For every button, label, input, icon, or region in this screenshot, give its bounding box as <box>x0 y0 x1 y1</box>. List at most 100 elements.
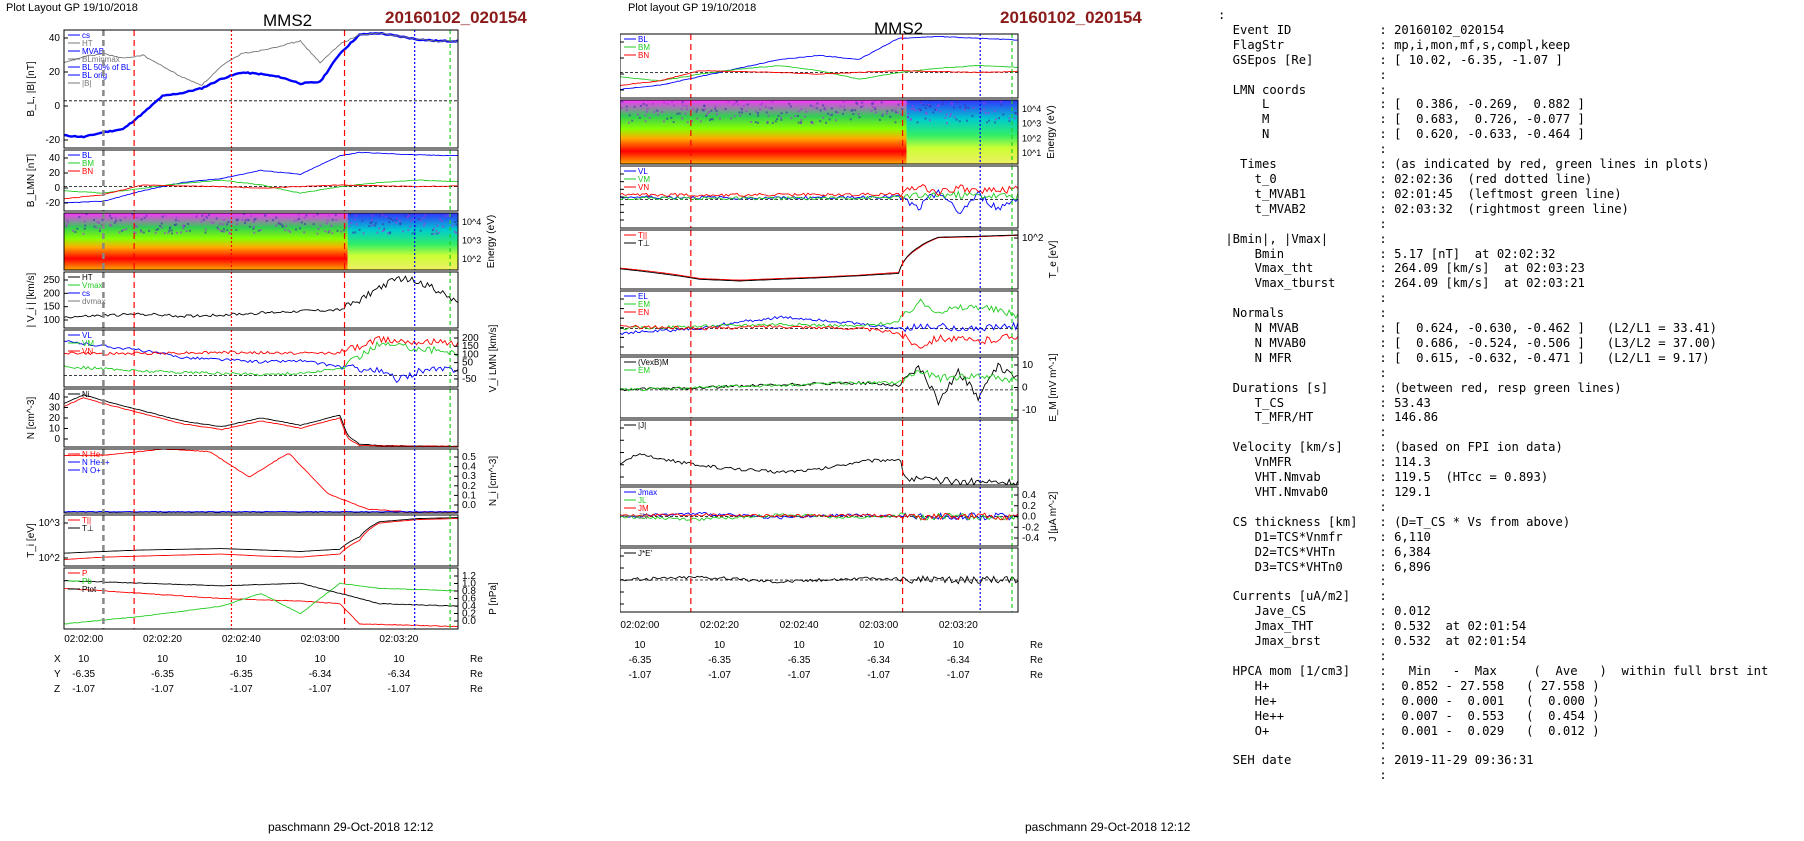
spectrogram-pixel <box>733 102 736 105</box>
spectrogram-pixel <box>825 121 828 124</box>
spectrogram-left-region <box>620 100 907 164</box>
tick-label: 1.0 <box>462 579 476 590</box>
series-line-VM <box>64 340 458 377</box>
spectrogram-right-region <box>347 213 458 270</box>
spectrogram-pixel <box>835 110 838 113</box>
spectrogram-pixel <box>133 231 136 234</box>
spectrogram-pixel <box>374 222 377 225</box>
spectrogram-pixel <box>174 219 177 222</box>
spectrogram-pixel <box>746 103 749 106</box>
spectrogram-pixel <box>724 107 727 110</box>
spectrogram-pixel <box>390 217 393 220</box>
spectrogram-pixel <box>906 116 909 119</box>
info-line: Vmax_tht : 264.09 [km/s] at 02:03:23 <box>1254 261 1585 276</box>
spectrogram-pixel <box>620 106 623 109</box>
spectrogram-pixel <box>252 227 255 230</box>
spectrogram-pixel <box>924 107 927 110</box>
spectrogram-pixel <box>800 108 803 111</box>
spectrogram-pixel <box>215 217 218 220</box>
spectrogram-pixel <box>830 113 833 116</box>
panel-frame <box>620 356 1019 419</box>
tick-label: 0.6 <box>462 594 476 605</box>
spectrogram-pixel <box>823 107 826 110</box>
axis-label: N [cm^-3] <box>26 397 37 440</box>
spectrogram-pixel <box>963 108 966 111</box>
spectrogram-pixel <box>984 112 987 115</box>
info-line: Currents [uA/m2] : <box>1232 589 1387 604</box>
info-line: N MFR : [ 0.615, -0.632, -0.471 ] (L2/L1… <box>1254 350 1710 365</box>
time-tick-label: 02:03:20 <box>939 620 978 631</box>
spectrogram-pixel <box>76 227 79 230</box>
spectrogram-pixel <box>959 106 962 109</box>
spectrogram-pixel <box>163 232 166 235</box>
spectrogram-pixel <box>432 227 435 230</box>
info-line: : <box>1379 291 1387 306</box>
spectrogram-pixel <box>800 121 803 124</box>
spectrogram-pixel <box>353 218 356 221</box>
spectrogram-pixel <box>170 232 173 235</box>
spectrogram-pixel <box>854 109 857 112</box>
spectrogram-pixel <box>303 231 306 234</box>
info-line: Vmax_tburst : 264.09 [km/s] at 02:03:21 <box>1254 276 1585 291</box>
spectrogram-pixel <box>874 108 877 111</box>
orbit-value: -6.35 <box>151 669 174 680</box>
series-line-Ni2 <box>64 397 458 447</box>
time-axis: 02:02:00 02:02:20 02:02:40 02:03:00 02:03:20… <box>54 634 483 695</box>
spectrogram-pixel <box>949 113 952 116</box>
series-line-EN <box>620 324 1018 349</box>
info-line: D1=TCS*Vnmfr : 6,110 <box>1254 529 1431 544</box>
spectrogram-pixel <box>789 105 792 108</box>
spectrogram-pixel <box>997 117 1000 120</box>
orbit-value: 10 <box>634 640 646 651</box>
spectrogram-pixel <box>983 102 986 105</box>
spectrogram-pixel <box>878 118 881 121</box>
spectrogram-pixel <box>676 112 679 115</box>
spectrogram-pixel <box>657 110 660 113</box>
spectrogram-pixel <box>419 219 422 222</box>
spectrogram-pixel <box>381 213 384 216</box>
spectrogram-pixel <box>413 231 416 234</box>
panel-frame <box>620 99 1019 165</box>
spectrogram-pixel <box>819 109 822 112</box>
axis-label: J [μA m^-2] <box>1048 491 1059 541</box>
spectrogram-pixel <box>275 224 278 227</box>
orbit-value: -1.07 <box>867 670 890 681</box>
legend-label: Pb <box>82 577 92 586</box>
spectrogram-pixel <box>666 102 669 105</box>
spectrogram-pixel <box>815 107 818 110</box>
series-line-BM <box>64 179 458 194</box>
spectrogram-pixel <box>766 121 769 124</box>
orbit-value: -6.34 <box>867 655 890 666</box>
spectrogram-pixel <box>780 112 783 115</box>
axis-label: B_L, |B| [nT] <box>26 61 37 116</box>
spectrogram-pixel <box>136 216 139 219</box>
spectrogram-pixel <box>419 229 422 232</box>
spectrogram-pixel <box>881 113 884 116</box>
spectrogram-pixel <box>993 121 996 124</box>
spectrogram-pixel <box>701 108 704 111</box>
spectrogram-pixel <box>161 215 164 218</box>
spectrogram-pixel <box>277 222 280 225</box>
footer-right: paschmann 29-Oct-2018 12:12 <box>1025 820 1191 834</box>
tick-label: -10 <box>1022 405 1037 416</box>
spectrogram-pixel <box>395 219 398 222</box>
spectrogram-pixel <box>385 215 388 218</box>
tick-label: 200 <box>462 333 479 344</box>
spectrogram-pixel <box>124 216 127 219</box>
spectrogram-pixel <box>227 220 230 223</box>
spectrogram-pixel <box>987 111 990 114</box>
spectrogram-pixel <box>395 221 398 224</box>
tick-label: 0.4 <box>462 601 476 612</box>
spectrogram-pixel <box>666 117 669 120</box>
spectrogram-pixel <box>628 114 631 117</box>
spectrogram-pixel <box>136 225 139 228</box>
spectrogram-pixel <box>829 114 832 117</box>
spectrogram-pixel <box>841 112 844 115</box>
tick-label: 0.5 <box>462 452 476 463</box>
legend-label: BL <box>82 151 92 160</box>
axis-label: P [nPa] <box>488 582 499 615</box>
spectrogram-pixel <box>1016 113 1018 116</box>
spectrogram-pixel <box>334 214 337 217</box>
spectrogram-pixel <box>399 222 402 225</box>
